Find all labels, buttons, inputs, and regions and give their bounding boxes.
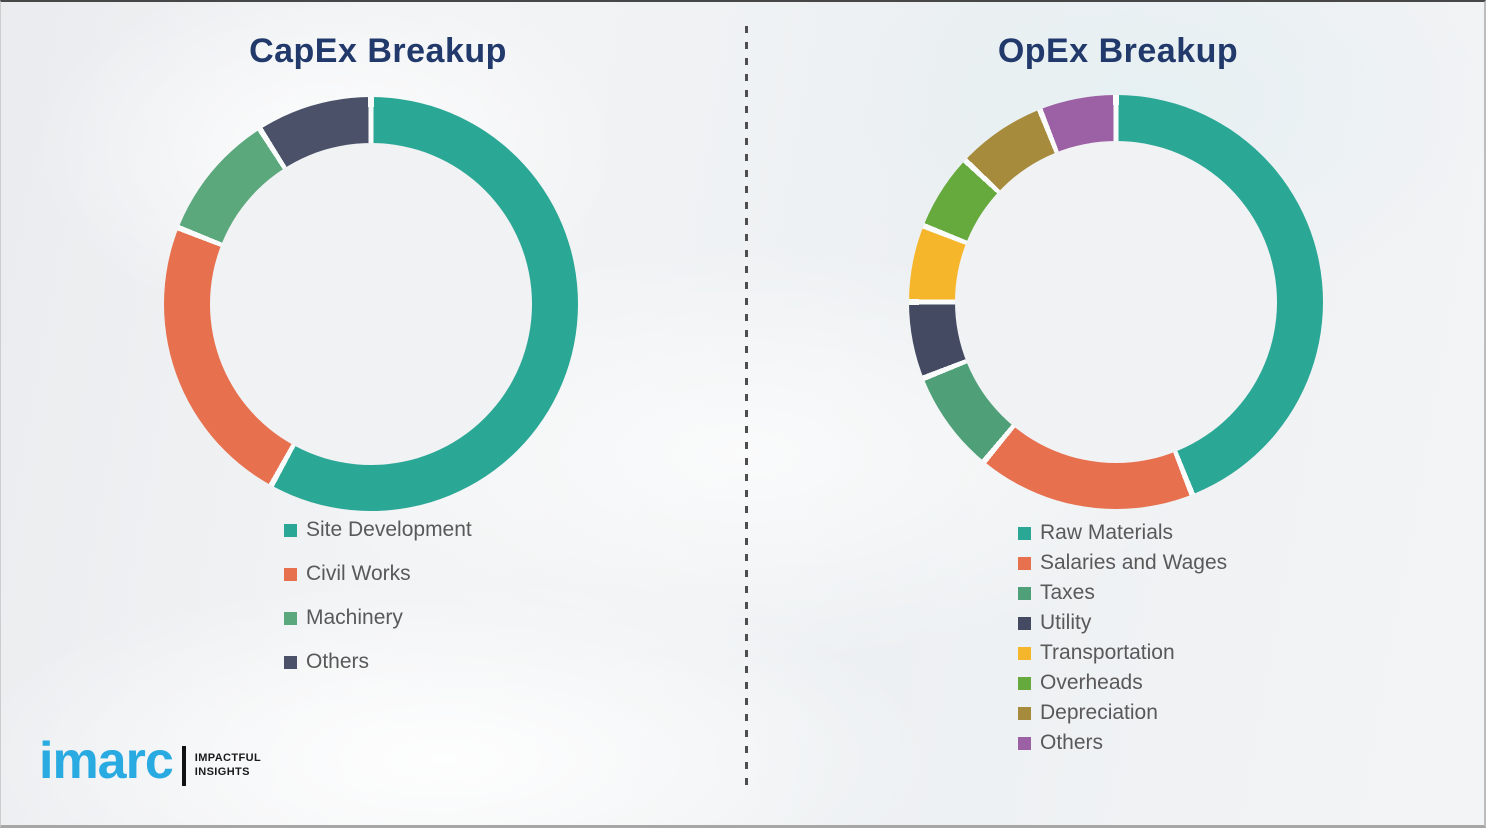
legend-label: Machinery [306, 606, 403, 629]
legend-marker [1018, 526, 1031, 540]
legend-item: Machinery [284, 603, 472, 633]
center-divider-dashed-line [745, 26, 748, 794]
legend-marker [1018, 616, 1031, 630]
legend-label: Raw Materials [1040, 521, 1174, 544]
legend-marker [1018, 676, 1031, 690]
legend-marker [284, 655, 297, 669]
capex-donut-hole [210, 143, 532, 465]
opex-donut-chart [909, 95, 1323, 509]
legend-marker [1018, 736, 1031, 750]
imarc-logo: imarc IMPACTFUL INSIGHTS [39, 735, 261, 787]
legend-label: Others [1040, 731, 1104, 754]
legend-label: Site Development [306, 518, 472, 541]
legend-label: Overheads [1040, 671, 1143, 694]
legend-item: Raw Materials [1018, 518, 1227, 548]
capex-donut-chart [164, 97, 578, 511]
imarc-tagline-line2: INSIGHTS [194, 766, 250, 778]
legend-marker [1018, 556, 1031, 570]
legend-marker [1018, 646, 1031, 660]
legend-label: Depreciation [1040, 701, 1158, 724]
legend-item: Others [1018, 728, 1227, 758]
legend-label: Salaries and Wages [1040, 551, 1228, 574]
imarc-logo-wordmark: imarc [39, 732, 174, 790]
legend-marker [284, 523, 297, 537]
legend-item: Utility [1018, 608, 1227, 638]
legend-marker [284, 567, 297, 581]
legend-label: Transportation [1040, 641, 1175, 664]
legend-item: Overheads [1018, 668, 1227, 698]
legend-label: Utility [1040, 611, 1092, 634]
legend-item: Salaries and Wages [1018, 548, 1227, 578]
imarc-logo-tagline: IMPACTFUL INSIGHTS [195, 752, 261, 780]
legend-marker [284, 611, 297, 625]
legend-item: Others [284, 647, 472, 677]
imarc-logo-divider-bar [181, 746, 186, 786]
legend-item: Taxes [1018, 578, 1227, 608]
legend-item: Site Development [284, 515, 472, 545]
legend-label: Others [306, 650, 370, 673]
legend-label: Taxes [1040, 581, 1095, 604]
legend-label: Civil Works [306, 562, 411, 585]
legend-item: Depreciation [1018, 698, 1227, 728]
capex-title: CapEx Breakup [249, 32, 507, 70]
legend-item: Transportation [1018, 638, 1227, 668]
capex-legend: Site Development Civil Works Machinery Othe… [284, 515, 472, 691]
legend-marker [1018, 706, 1031, 720]
opex-title: OpEx Breakup [997, 32, 1239, 70]
opex-legend: Raw Materials Salaries and Wages Taxes Util… [1018, 518, 1227, 758]
legend-marker [1018, 586, 1031, 600]
opex-donut-hole [955, 141, 1277, 463]
legend-item: Civil Works [284, 559, 472, 589]
imarc-tagline-line1: IMPACTFUL [194, 752, 262, 765]
